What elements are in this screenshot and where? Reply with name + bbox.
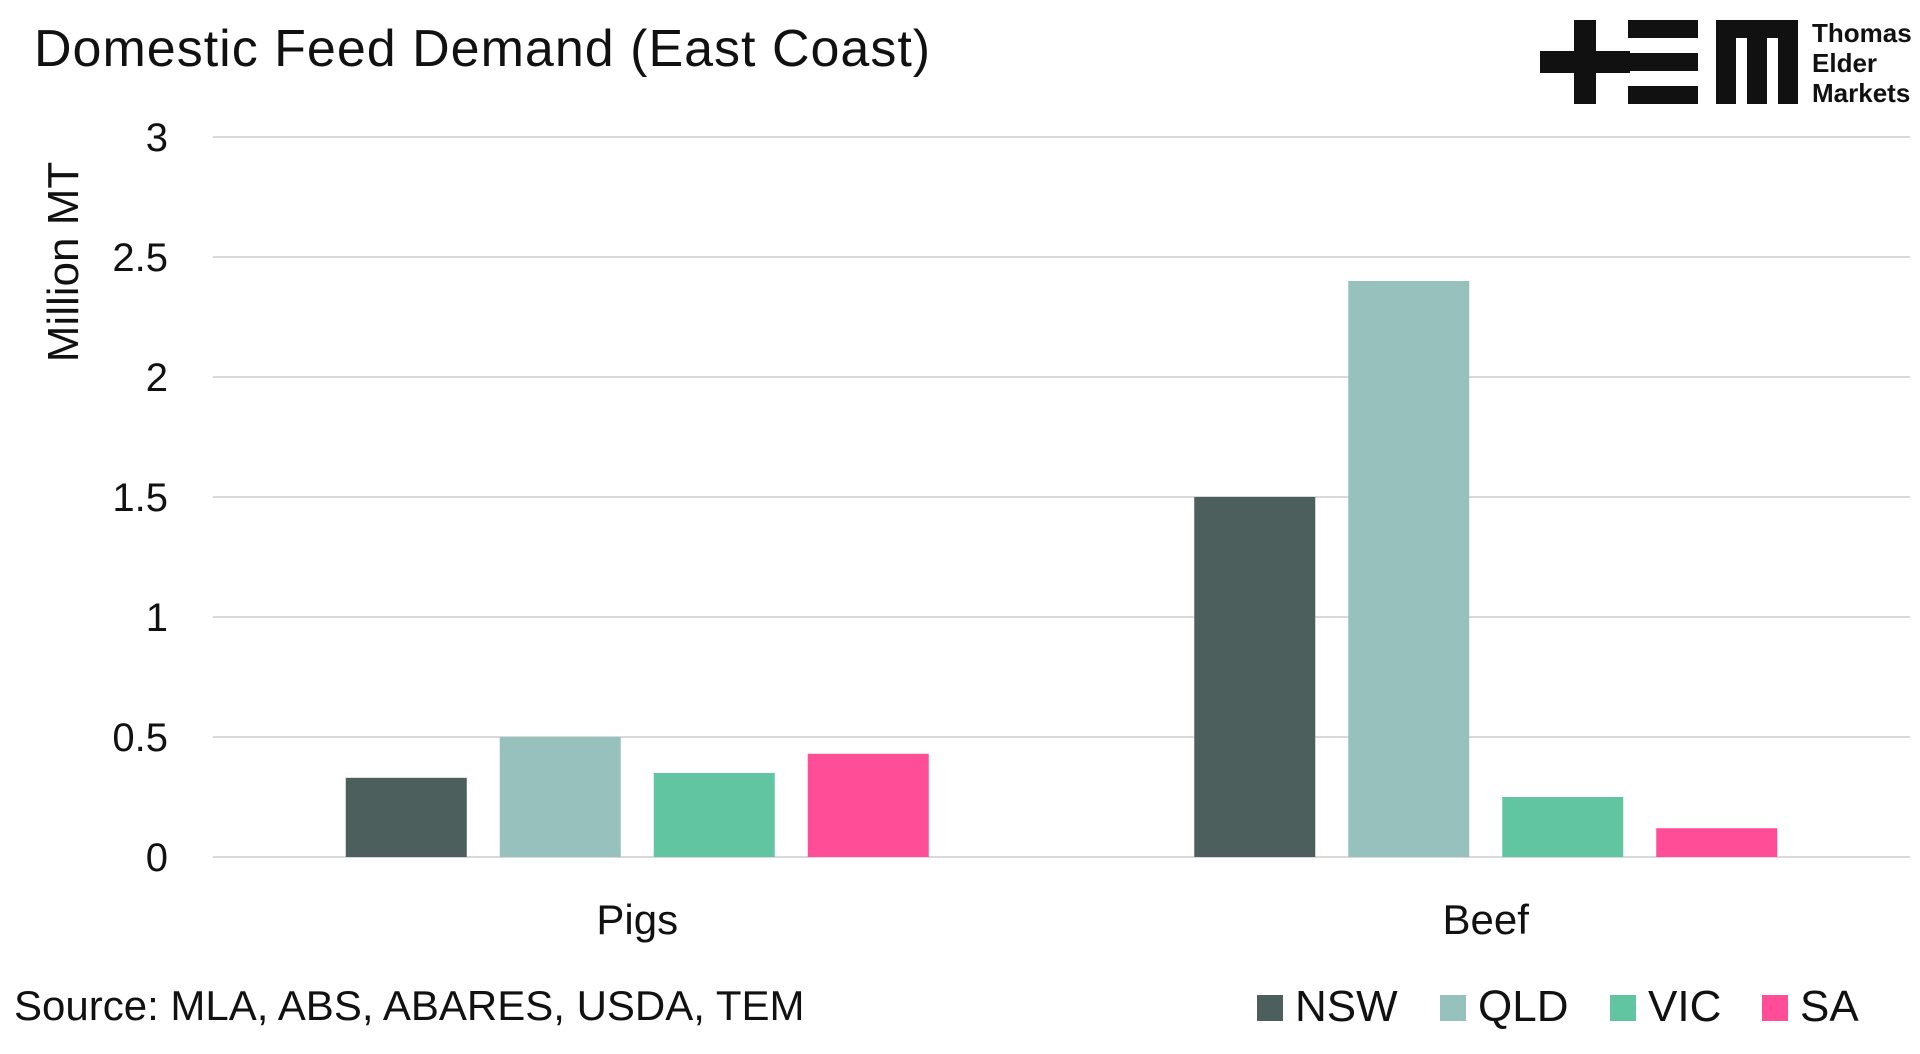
bar-vic-beef xyxy=(1502,797,1624,857)
logo-mark xyxy=(1540,20,1798,104)
logo-text-line-2: Elder xyxy=(1812,48,1877,78)
bar-qld-beef xyxy=(1348,281,1470,857)
bar-vic-pigs xyxy=(653,773,775,857)
legend-swatch-sa xyxy=(1762,995,1788,1021)
bar-qld-pigs xyxy=(499,737,621,857)
bar-nsw-beef xyxy=(1194,497,1316,857)
bar-sa-pigs xyxy=(807,753,929,857)
y-tick-label: 0.5 xyxy=(112,716,168,760)
y-tick-label: 2.5 xyxy=(112,236,168,280)
legend-label-qld: QLD xyxy=(1478,982,1568,1031)
chart-title: Domestic Feed Demand (East Coast) xyxy=(34,20,931,78)
y-tick-label: 0 xyxy=(146,836,168,880)
legend-swatch-vic xyxy=(1610,995,1636,1021)
legend-swatch-nsw xyxy=(1257,995,1283,1021)
y-axis-title: Million MT xyxy=(39,162,88,362)
legend-label-vic: VIC xyxy=(1648,982,1721,1031)
y-axis-ticks: 0 0.5 1 1.5 2 2.5 3 xyxy=(112,116,168,880)
y-tick-label: 1 xyxy=(146,596,168,640)
logo-text-line-3: Markets xyxy=(1812,78,1910,108)
y-tick-label: 1.5 xyxy=(112,476,168,520)
legend-label-sa: SA xyxy=(1800,982,1859,1031)
bars xyxy=(345,281,1778,857)
legend: NSW QLD VIC SA xyxy=(1257,982,1859,1031)
source-note: Source: MLA, ABS, ABARES, USDA, TEM xyxy=(14,982,805,1029)
bar-sa-beef xyxy=(1656,828,1778,857)
y-tick-label: 3 xyxy=(146,116,168,160)
logo: Thomas Elder Markets xyxy=(1540,18,1912,108)
x-axis-categories: Pigs Beef xyxy=(596,896,1529,943)
grid xyxy=(213,136,1910,858)
legend-swatch-qld xyxy=(1440,995,1466,1021)
category-label-beef: Beef xyxy=(1443,896,1530,943)
category-label-pigs: Pigs xyxy=(596,896,678,943)
logo-text-line-1: Thomas xyxy=(1812,18,1912,48)
legend-label-nsw: NSW xyxy=(1295,982,1398,1031)
y-tick-label: 2 xyxy=(146,356,168,400)
bar-nsw-pigs xyxy=(345,777,467,857)
